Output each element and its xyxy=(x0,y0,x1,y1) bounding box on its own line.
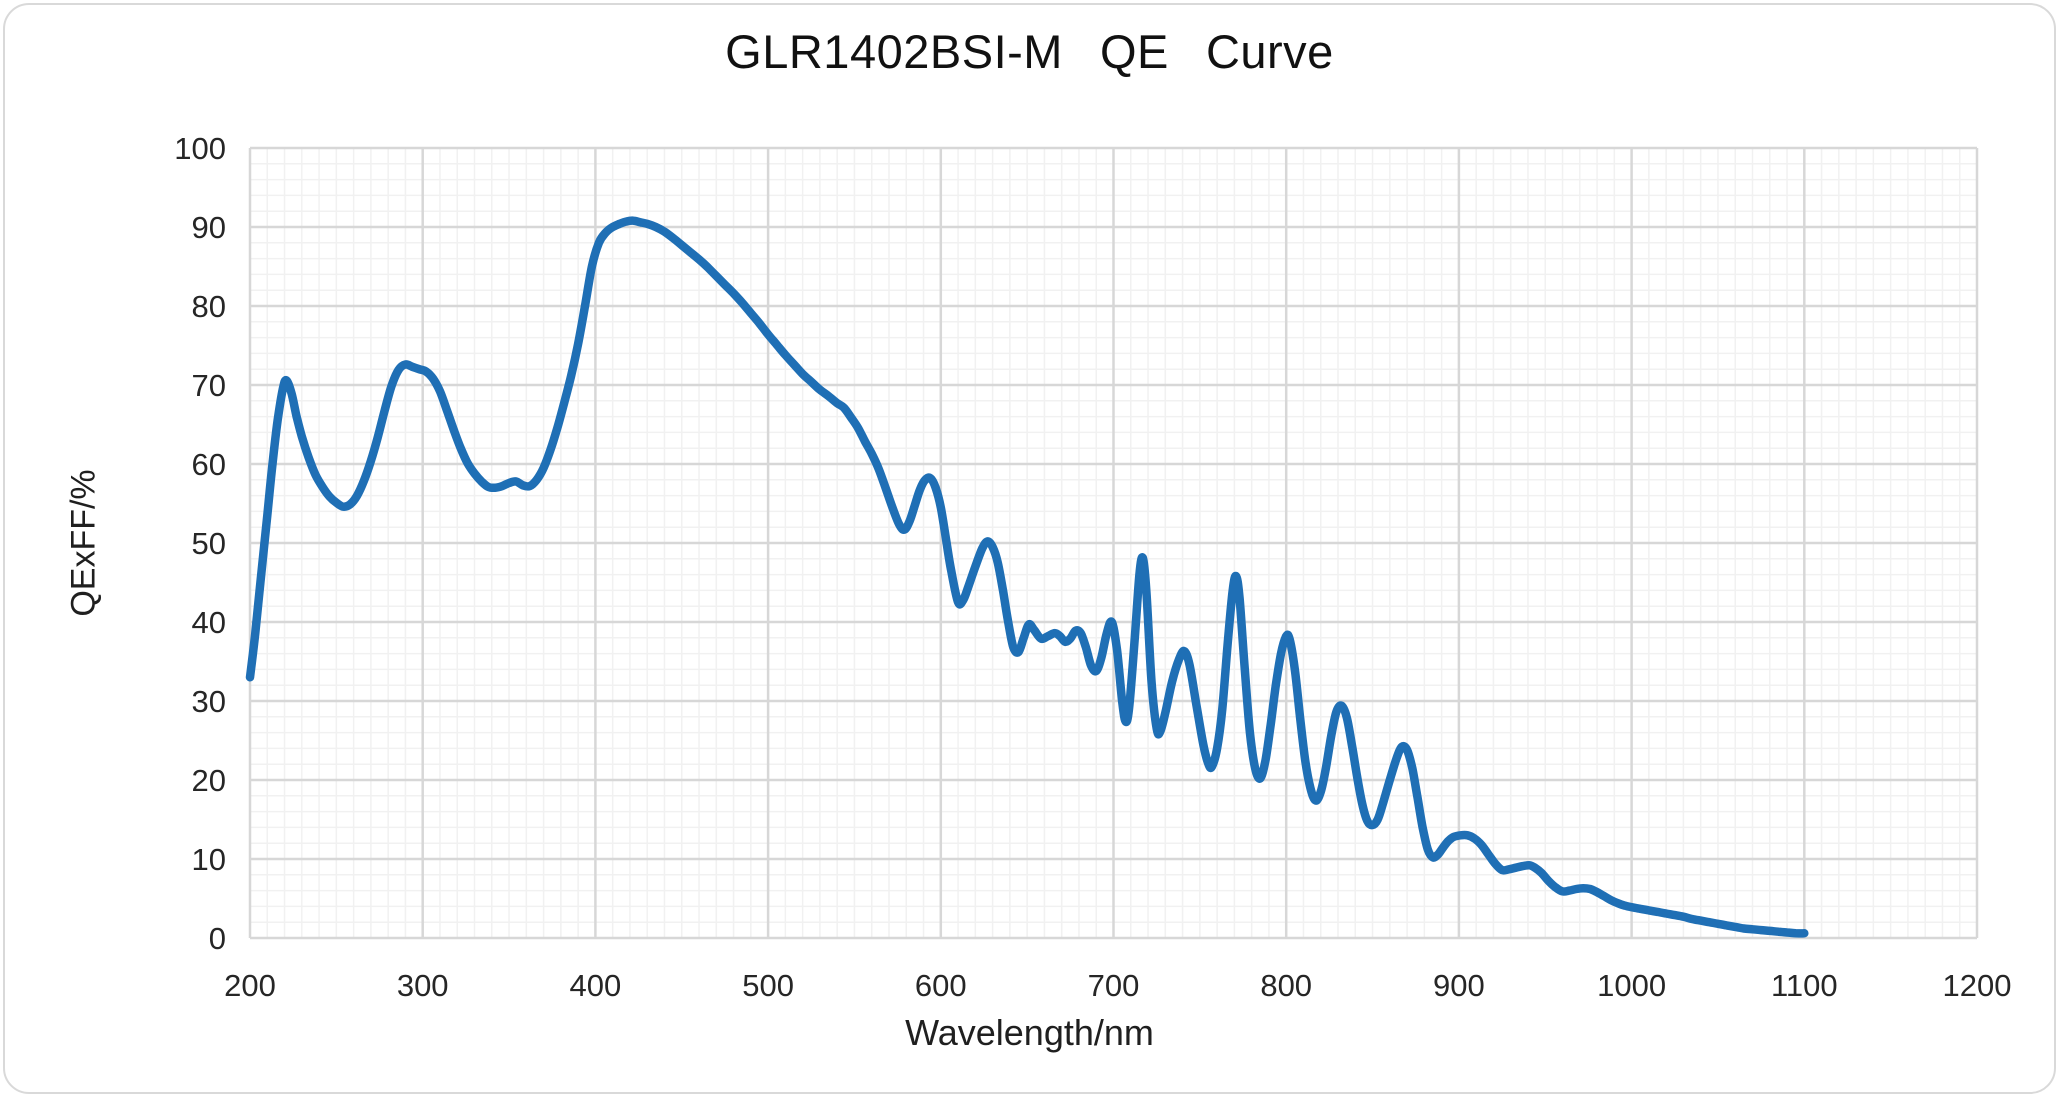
x-axis-title: Wavelength/nm xyxy=(905,1012,1154,1053)
x-tick-label: 700 xyxy=(1088,968,1140,1003)
x-tick-label: 200 xyxy=(224,968,276,1003)
x-tick-label: 500 xyxy=(742,968,794,1003)
x-tick-label: 1100 xyxy=(1771,968,1838,1003)
y-tick-label: 50 xyxy=(192,526,226,561)
y-tick-label: 20 xyxy=(192,763,226,798)
x-tick-label: 1200 xyxy=(1943,968,2012,1003)
x-tick-labels: 200 300 400 500 600 700 800 900 1000 1100 1200 xyxy=(224,968,2011,1003)
major-gridlines xyxy=(248,146,1979,940)
x-tick-label: 900 xyxy=(1433,968,1485,1003)
chart-title: GLR1402BSI-M QE Curve xyxy=(725,25,1334,78)
x-tick-label: 1000 xyxy=(1597,968,1666,1003)
y-tick-label: 40 xyxy=(192,605,226,640)
y-tick-label: 100 xyxy=(174,131,226,166)
x-tick-label: 800 xyxy=(1260,968,1312,1003)
chart-frame xyxy=(3,3,2056,1094)
y-tick-label: 10 xyxy=(192,842,226,877)
qe-curve xyxy=(245,216,1809,938)
x-tick-label: 400 xyxy=(570,968,622,1003)
y-tick-label: 90 xyxy=(192,210,226,245)
y-tick-label: 60 xyxy=(192,447,226,482)
y-tick-label: 80 xyxy=(192,289,226,324)
y-tick-label: 30 xyxy=(192,684,226,719)
y-tick-label: 70 xyxy=(192,368,226,403)
y-tick-labels: 0 10 20 30 40 50 60 70 80 90 100 xyxy=(174,131,226,956)
x-tick-label: 600 xyxy=(915,968,967,1003)
x-tick-label: 300 xyxy=(397,968,449,1003)
y-tick-label: 0 xyxy=(209,921,226,956)
